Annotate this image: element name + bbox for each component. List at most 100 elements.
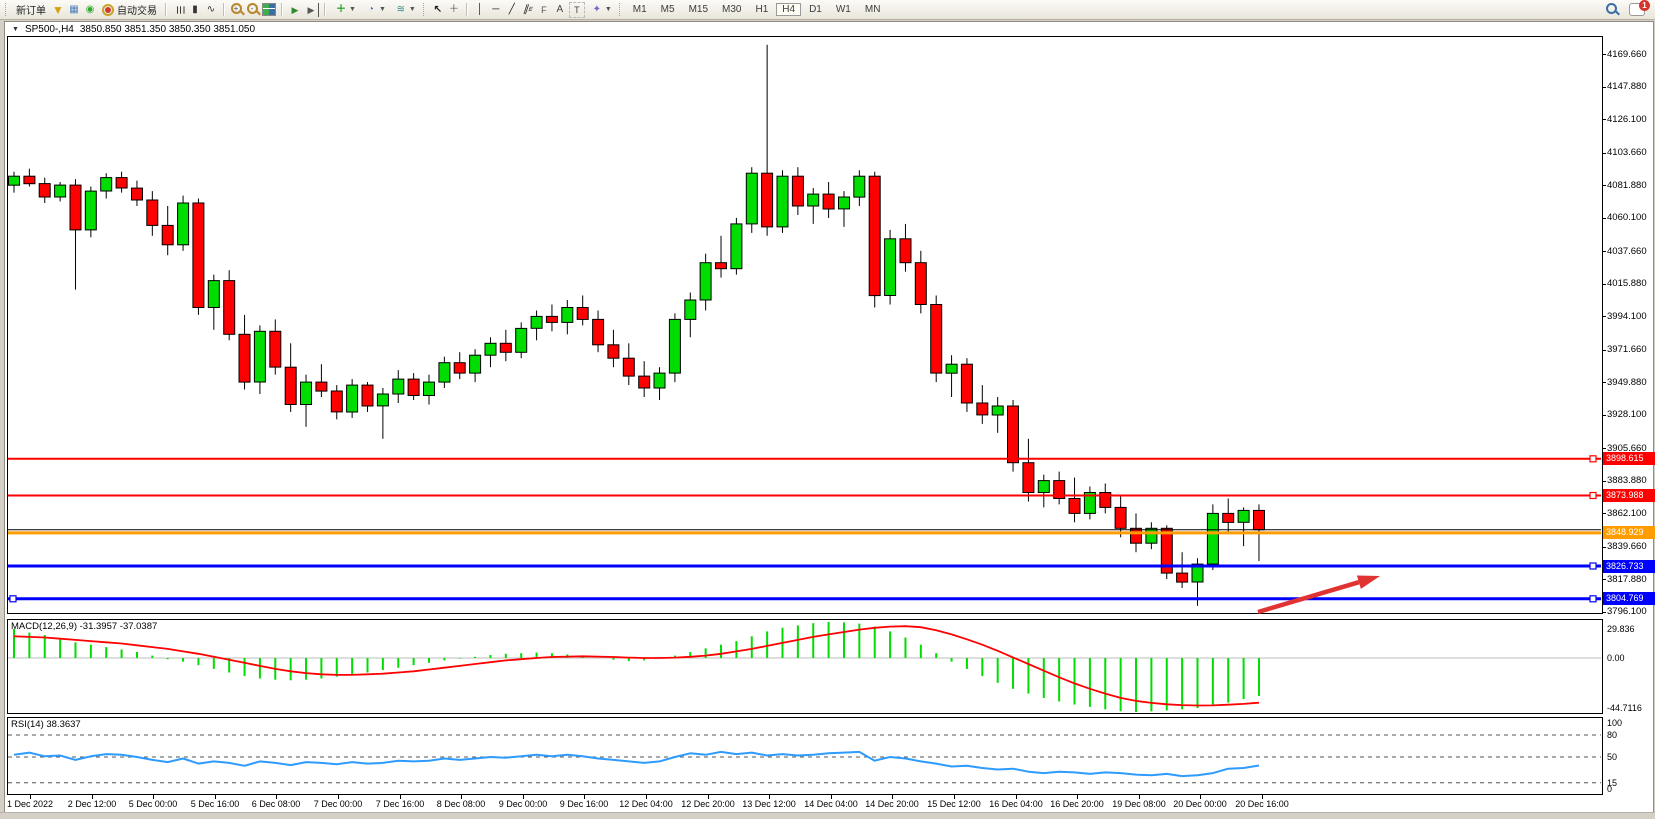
template-icon: ≋	[396, 3, 406, 15]
timeframe-button-m30[interactable]: M30	[722, 4, 742, 15]
rsi-axis-label: 100	[1607, 718, 1623, 728]
time-axis-tick	[92, 795, 93, 799]
chart-collapse-icon[interactable]: ▼	[12, 26, 19, 33]
auto-trading-label: 自动交易	[117, 6, 157, 17]
data-window-icon[interactable]: ▦	[69, 3, 79, 15]
price-axis-label: 4103.660	[1607, 147, 1647, 158]
chevron-down-icon: ▼	[349, 6, 356, 13]
tile-windows-icon[interactable]	[262, 3, 276, 17]
time-axis-tick	[1262, 795, 1263, 799]
timeframe-button-m5[interactable]: M5	[660, 4, 675, 15]
vertical-line-icon[interactable]: │	[476, 3, 483, 15]
macd-indicator-label: MACD(12,26,9) -31.3957 -37.0387	[11, 621, 158, 632]
rsi-axis-label: 50	[1607, 752, 1618, 762]
time-axis-label: 20 Dec 16:00	[1235, 799, 1289, 809]
horizontal-line-icon[interactable]: ─	[492, 3, 500, 15]
timeframe-button-h1[interactable]: H1	[755, 4, 769, 15]
equidistant-channel-icon[interactable]: ∥ E	[521, 3, 534, 15]
time-axis-label: 12 Dec 04:00	[619, 799, 673, 809]
price-axis-tick	[1602, 579, 1606, 580]
time-axis-label: 12 Dec 20:00	[681, 799, 735, 809]
time-axis-label: 7 Dec 00:00	[313, 799, 363, 809]
timeframe-button-d1[interactable]: D1	[809, 4, 822, 15]
chevron-down-icon: ▼	[604, 6, 612, 13]
candlestick-chart-icon[interactable]: ▮	[192, 3, 198, 15]
auto-trading-button[interactable]: 自动交易	[99, 2, 160, 17]
time-axis-label: 15 Dec 12:00	[927, 799, 981, 809]
price-axis-label: 3994.100	[1607, 311, 1647, 322]
market-watch-icon[interactable]: ▼	[52, 2, 64, 17]
time-axis-label: 9 Dec 00:00	[498, 799, 548, 809]
time-axis-label: 16 Dec 04:00	[989, 799, 1043, 809]
price-line-badge: 3873.988	[1603, 489, 1655, 502]
auto-scroll-icon[interactable]: ▶	[291, 4, 299, 15]
chevron-down-icon: ▼	[408, 6, 416, 13]
price-axis-label: 4060.100	[1607, 212, 1647, 223]
chart-shift-icon[interactable]: ▶	[304, 2, 319, 17]
price-axis-label: 4147.880	[1607, 81, 1647, 92]
timeframe-button-m15[interactable]: M15	[688, 4, 709, 15]
price-axis-label: 4037.660	[1607, 246, 1647, 257]
toolbar-grip	[618, 3, 623, 16]
text-label-icon[interactable]: T	[568, 1, 585, 18]
price-axis-tick	[1602, 54, 1606, 55]
chart-ohlc-quotes: 3850.850 3851.350 3850.350 3851.050	[79, 24, 256, 35]
price-axis-tick	[1602, 316, 1606, 317]
macd-pane[interactable]	[7, 619, 1603, 714]
timeframe-button-h4[interactable]: H4	[776, 3, 802, 16]
price-axis-label: 3862.100	[1607, 508, 1647, 519]
time-axis-tick	[30, 795, 31, 799]
zoom-in-icon[interactable]: +	[230, 3, 245, 17]
time-axis-tick	[338, 795, 339, 799]
price-axis-tick	[1602, 350, 1606, 351]
price-axis-tick	[1602, 382, 1606, 383]
timeframe-button-w1[interactable]: W1	[835, 4, 851, 15]
price-axis-tick	[1602, 513, 1606, 514]
line-chart-icon[interactable]: ∿	[206, 3, 216, 15]
time-axis-label: 1 Dec 2022	[6, 799, 54, 809]
toolbar-grip	[5, 3, 9, 16]
time-axis-tick	[769, 795, 770, 799]
new-order-button[interactable]: 新订单	[13, 2, 49, 17]
time-axis-tick	[153, 795, 154, 799]
text-icon[interactable]: A	[556, 3, 564, 15]
arrows-button[interactable]: ✦ ▼	[587, 3, 615, 17]
time-axis-tick	[646, 795, 647, 799]
signals-icon[interactable]: ◉	[85, 3, 95, 15]
time-axis-label: 5 Dec 16:00	[190, 799, 240, 809]
time-axis-tick	[1016, 795, 1017, 799]
bar-chart-icon[interactable]: ☰	[174, 5, 185, 14]
templates-button[interactable]: ≋ ▼	[391, 3, 419, 17]
price-chart-pane[interactable]	[7, 36, 1603, 614]
time-axis-tick	[954, 795, 955, 799]
notifications-icon[interactable]: 1	[1629, 0, 1650, 16]
timeframe-button-mn[interactable]: MN	[864, 4, 881, 15]
timeframe-button-m1[interactable]: M1	[632, 4, 647, 15]
price-line-badge: 3804.769	[1603, 592, 1655, 606]
toolbar-separator	[165, 3, 167, 16]
zoom-out-icon[interactable]: -	[246, 3, 261, 17]
periods-button[interactable]: ◔ ▼	[361, 3, 389, 17]
crosshair-icon[interactable]: ＋	[448, 3, 459, 15]
search-icon[interactable]	[1605, 3, 1620, 17]
time-axis-tick	[523, 795, 524, 799]
price-axis-tick	[1602, 415, 1606, 416]
time-axis-tick	[708, 795, 709, 799]
price-axis-label: 4081.880	[1607, 180, 1647, 191]
trendline-icon[interactable]: ╱	[508, 3, 515, 15]
cursor-icon[interactable]: ↖	[433, 3, 442, 15]
toolbar-separator	[281, 3, 283, 16]
price-axis-label: 4126.100	[1607, 114, 1647, 125]
time-axis-tick	[276, 795, 277, 799]
price-axis-label: 3817.880	[1607, 574, 1647, 585]
price-axis-tick	[1602, 284, 1606, 285]
clock-icon: ◔	[367, 3, 374, 15]
indicators-button[interactable]: ＋ ▼	[331, 3, 359, 17]
time-axis-label: 7 Dec 16:00	[375, 799, 425, 809]
price-axis-tick	[1602, 547, 1606, 548]
fibonacci-icon[interactable]: F	[541, 4, 547, 15]
price-axis-label: 3905.660	[1607, 443, 1647, 454]
toolbar-grip	[422, 3, 427, 16]
notification-badge: 1	[1639, 0, 1650, 11]
rsi-pane[interactable]	[7, 717, 1603, 795]
